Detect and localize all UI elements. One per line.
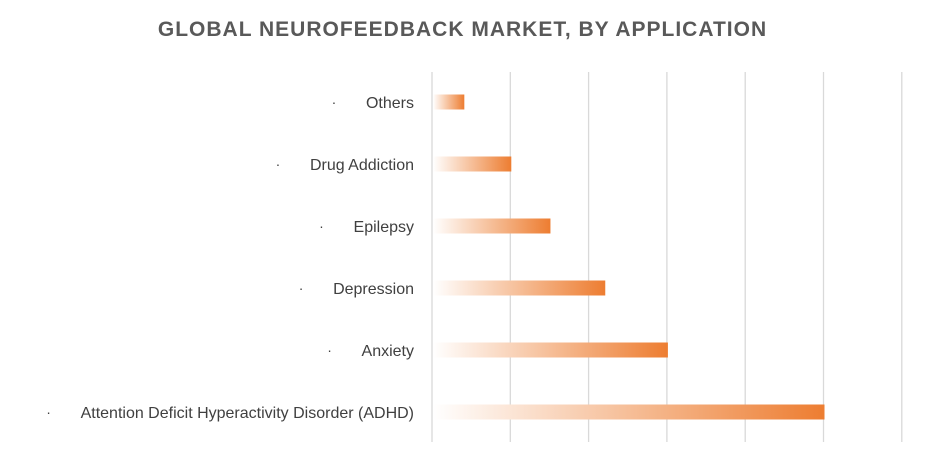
category-label: Others [366, 95, 414, 112]
category-bullet: · [319, 218, 324, 234]
category-label: Epilepsy [354, 219, 414, 236]
category-label: Depression [333, 281, 414, 298]
bars [433, 94, 825, 420]
category-label: Drug Addiction [310, 157, 414, 174]
category-bullet: · [276, 156, 281, 172]
category-bullet: · [327, 342, 332, 358]
category-bullet: · [46, 404, 51, 420]
bar [433, 218, 551, 234]
category-label: Attention Deficit Hyperactivity Disorder… [81, 405, 414, 422]
bar [433, 404, 825, 420]
gridlines [431, 72, 903, 442]
bar [433, 342, 668, 358]
chart-title: GLOBAL NEUROFEEDBACK MARKET, BY APPLICAT… [157, 18, 768, 41]
category-labels: Others · Drug Addiction · Epilepsy · Depressio… [46, 94, 414, 422]
bar [433, 280, 606, 296]
bar [433, 156, 512, 172]
category-bullet: · [332, 94, 337, 110]
bar [433, 94, 465, 110]
category-label: Anxiety [362, 343, 414, 360]
category-bullet: · [299, 280, 304, 296]
